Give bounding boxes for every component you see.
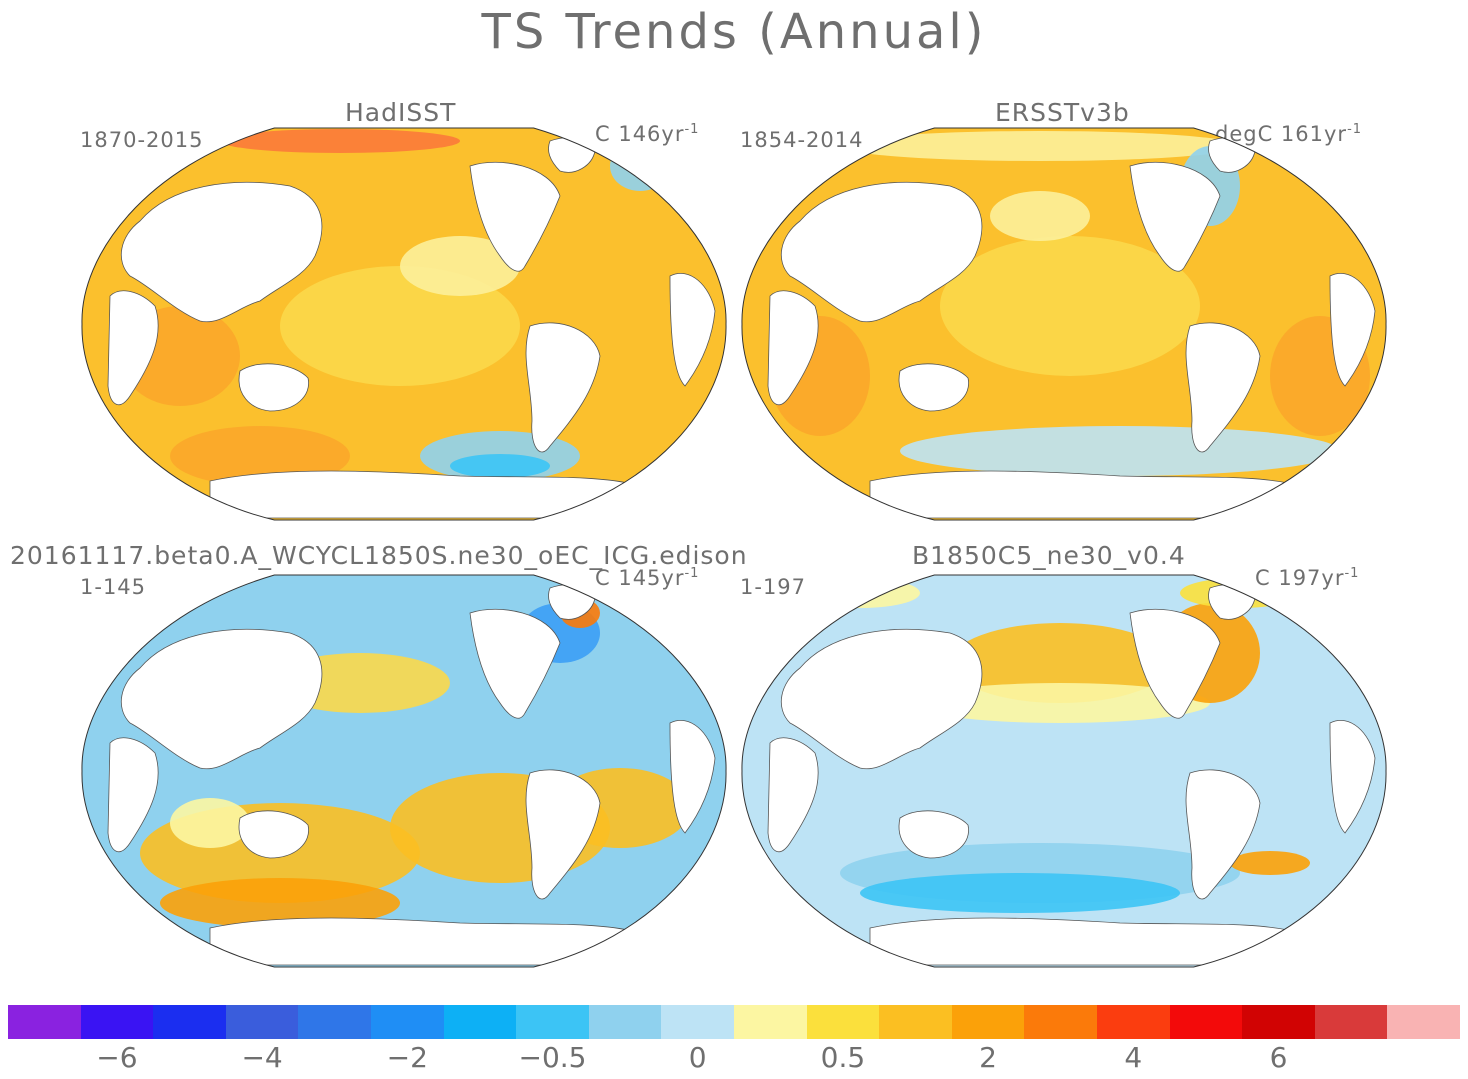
map-hadisst [81, 127, 727, 521]
colorbar-swatch [1096, 1005, 1170, 1039]
colorbar-tick-label: 6 [1269, 1041, 1288, 1074]
colorbar-swatch [951, 1005, 1025, 1039]
colorbar-swatch [1024, 1005, 1097, 1039]
panel-period-hadisst: 1870-2015 [80, 128, 204, 152]
colorbar-swatch [1387, 1005, 1460, 1039]
panel-title-beta0: 20161117.beta0.A_WCYCL1850S.ne30_oEC_ICG… [10, 541, 748, 570]
colorbar-swatch [443, 1005, 517, 1039]
panel-title-hadisst: HadISST [345, 98, 457, 127]
map-beta0 [81, 574, 727, 968]
colorbar-swatch [370, 1005, 444, 1039]
colorbar-swatch [8, 1005, 81, 1039]
panel-title-ersst: ERSSTv3b [995, 98, 1130, 127]
colorbar-swatch [879, 1005, 952, 1039]
map-b1850 [741, 574, 1387, 968]
panel-units-b1850: C 197yr-1 [1255, 566, 1360, 590]
map-ersst [741, 127, 1387, 521]
colorbar-swatch [516, 1005, 589, 1039]
colorbar [8, 1005, 1460, 1039]
colorbar-swatch [225, 1005, 299, 1039]
panel-units-hadisst: C 146yr-1 [595, 122, 700, 146]
colorbar-swatch [1314, 1005, 1388, 1039]
colorbar-swatch [298, 1005, 371, 1039]
figure-title: TS Trends (Annual) [481, 4, 987, 60]
panel-units-beta0: C 145yr-1 [595, 566, 700, 590]
colorbar-tick-label: 4 [1124, 1041, 1143, 1074]
colorbar-tick-label: 0 [688, 1041, 707, 1074]
panel-title-b1850: B1850C5_ne30_v0.4 [912, 541, 1186, 570]
colorbar-swatch [733, 1005, 807, 1039]
colorbar-tick-label: −0.5 [518, 1041, 587, 1074]
colorbar-tick-label: −4 [241, 1041, 283, 1074]
colorbar-swatch [80, 1005, 154, 1039]
colorbar-tick-label: 0.5 [820, 1041, 866, 1074]
panel-period-ersst: 1854-2014 [740, 128, 864, 152]
colorbar-swatch [588, 1005, 662, 1039]
colorbar-tick-label: 2 [979, 1041, 998, 1074]
panel-period-b1850: 1-197 [740, 575, 807, 599]
panel-units-ersst: degC 161yr-1 [1215, 122, 1363, 146]
colorbar-swatch [806, 1005, 880, 1039]
panel-period-beta0: 1-145 [80, 575, 147, 599]
colorbar-tick-label: −2 [386, 1041, 428, 1074]
colorbar-swatch [1242, 1005, 1315, 1039]
colorbar-swatch [661, 1005, 734, 1039]
colorbar-swatch [1169, 1005, 1243, 1039]
colorbar-tick-label: −6 [96, 1041, 138, 1074]
colorbar-swatch [153, 1005, 226, 1039]
